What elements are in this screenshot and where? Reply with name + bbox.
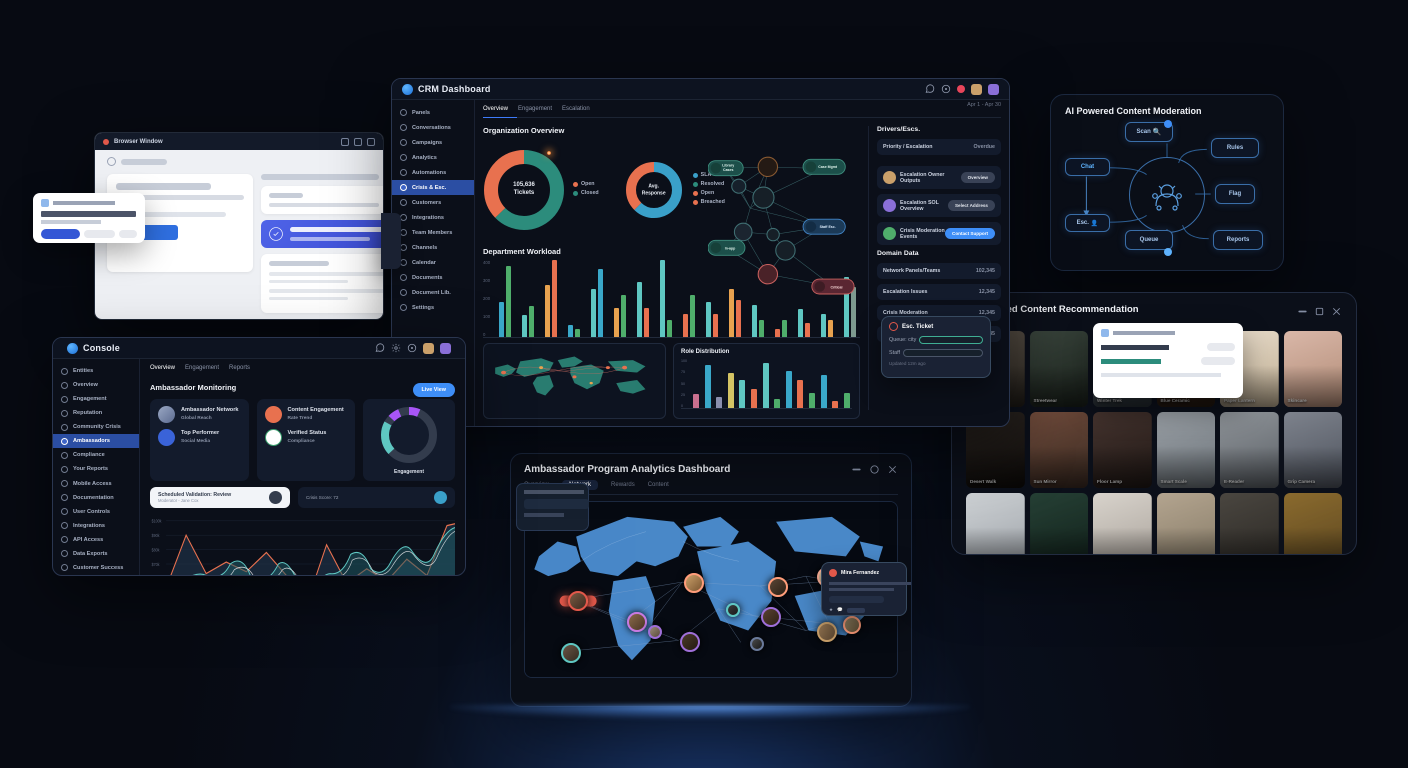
svg-text:$70k: $70k: [152, 562, 160, 567]
svg-text:$80k: $80k: [152, 547, 160, 552]
svg-text:$90k: $90k: [152, 533, 160, 538]
svg-text:In-app: In-app: [725, 247, 736, 251]
svg-text:Cases: Cases: [723, 168, 733, 172]
svg-text:Staff Esc.: Staff Esc.: [820, 225, 836, 229]
svg-text:$100k: $100k: [152, 518, 162, 523]
svg-text:Case Mgmt: Case Mgmt: [818, 165, 838, 169]
svg-text:Critical: Critical: [831, 285, 843, 289]
